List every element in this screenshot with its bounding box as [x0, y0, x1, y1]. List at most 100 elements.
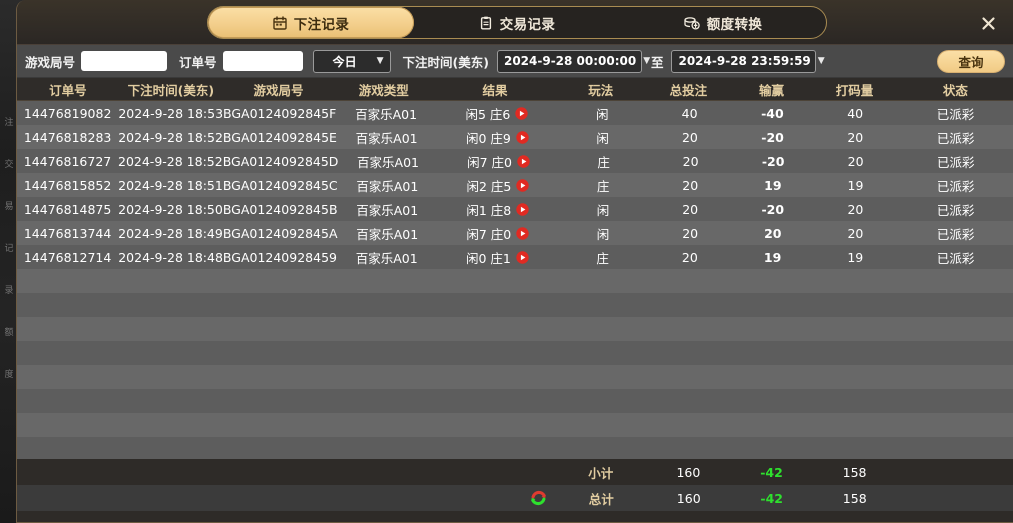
cell-total-bet: 20 — [682, 225, 699, 241]
cell-round-no: BGA0124092845E — [222, 129, 337, 145]
subtotal-turnover: 158 — [842, 464, 867, 480]
table-row[interactable]: 14476816727 2024-9-28 18:52 BGA0124092845D… — [17, 149, 1013, 173]
cell-bet-time: 2024-9-28 18:48 — [118, 249, 223, 265]
refresh-icon[interactable] — [433, 490, 556, 506]
cell-order-no: 14476812714 — [23, 249, 112, 265]
table-header: 订单号 下注时间(美东) 游戏局号 游戏类型 结果 玩法 总投注 输赢 打码量 状态 — [17, 78, 1013, 101]
column-header-7: 总投注 — [669, 82, 708, 98]
cell-status: 已派彩 — [936, 250, 975, 266]
cell-game-type: 百家乐A01 — [355, 250, 418, 266]
cell-turnover: 19 — [847, 177, 864, 193]
cell-game-type: 百家乐A01 — [355, 106, 418, 122]
table-row[interactable]: 14476819082 2024-9-28 18:53 BGA0124092845F… — [17, 101, 1013, 125]
cell-turnover: 20 — [847, 129, 864, 145]
table-row[interactable]: 14476813744 2024-9-28 18:49 BGA0124092845A… — [17, 221, 1013, 245]
table-row[interactable]: 14476812714 2024-9-28 18:48 BGA01240928459… — [17, 245, 1013, 269]
cell-win-loss: -20 — [761, 153, 785, 169]
date-to-select[interactable]: 2024-9-28 23:59:59 ▼ — [671, 49, 825, 73]
period-select[interactable]: 今日 ▼ — [312, 49, 391, 73]
cell-win-loss: 20 — [764, 225, 782, 241]
play-icon[interactable] — [516, 226, 529, 240]
cell-total-bet: 20 — [682, 153, 699, 169]
column-header-10: 状态 — [942, 82, 968, 98]
cell-bet-time: 2024-9-28 18:52 — [118, 153, 223, 169]
order-no-input[interactable] — [222, 51, 303, 71]
table-body: 14476819082 2024-9-28 18:53 BGA0124092845F… — [17, 101, 1013, 459]
cell-turnover: 40 — [847, 105, 864, 121]
cell-bet-time: 2024-9-28 18:52 — [118, 129, 223, 145]
cell-total-bet: 20 — [682, 177, 699, 193]
table-row-empty — [17, 389, 1013, 413]
chevron-down-icon: ▼ — [376, 56, 384, 66]
total-turnover: 158 — [842, 490, 867, 506]
cell-turnover: 20 — [847, 153, 864, 169]
cell-result: 闲7 庄0 — [438, 152, 560, 171]
cell-order-no: 14476818283 — [23, 129, 112, 145]
date-from-select[interactable]: 2024-9-28 00:00:00 ▼ — [496, 49, 650, 73]
table-row[interactable]: 14476815852 2024-9-28 18:51 BGA0124092845C… — [17, 173, 1013, 197]
play-icon[interactable] — [516, 130, 529, 144]
filter-bar: 游戏局号 订单号 今日 ▼ 下注时间(美东) 2024-9-28 00:00:0… — [17, 45, 1013, 78]
cell-result: 闲2 庄5 — [437, 176, 559, 195]
table-row[interactable]: 14476814875 2024-9-28 18:50 BGA0124092845B… — [17, 197, 1013, 221]
cell-win-loss: -20 — [761, 129, 784, 145]
cell-status: 已派彩 — [936, 106, 975, 122]
cell-round-no: BGA0124092845C — [222, 177, 338, 193]
tab-1[interactable]: 下注记录 — [208, 7, 414, 38]
game-round-input[interactable] — [81, 51, 168, 71]
cell-round-no: BGA0124092845B — [222, 201, 338, 217]
cell-game-type: 百家乐A01 — [355, 130, 418, 146]
cell-result: 闲1 庄8 — [437, 200, 559, 219]
cell-order-no: 14476816727 — [23, 153, 112, 169]
column-header-3: 游戏局号 — [253, 82, 304, 98]
cell-game-type: 百家乐A01 — [356, 226, 419, 242]
query-button[interactable]: 查询 — [937, 50, 1005, 73]
play-icon[interactable] — [516, 178, 530, 192]
game-round-label: 游戏局号 — [25, 54, 76, 70]
play-icon[interactable] — [516, 250, 529, 264]
date-to-value: 2024-9-28 23:59:59 — [678, 54, 811, 68]
range-separator: 至 — [650, 54, 664, 70]
tab-3[interactable]: 额度转换 — [620, 7, 826, 38]
table-row-empty — [17, 341, 1013, 365]
play-icon[interactable] — [517, 154, 530, 168]
table-row-empty — [17, 269, 1013, 293]
cell-status: 已派彩 — [936, 154, 975, 170]
cell-play: 庄 — [596, 178, 610, 194]
background-glyph: 注 — [4, 118, 14, 128]
cell-play: 闲 — [596, 226, 610, 242]
cell-total-bet: 20 — [682, 201, 699, 217]
cell-turnover: 20 — [847, 201, 864, 217]
cell-result: 闲5 庄6 — [436, 104, 558, 123]
bet-history-modal: 下注记录 交易记录 额度转换 游戏局号 订单号 今日 ▼ 下注时间(美东) 2024… — [16, 0, 1013, 523]
cell-result: 闲0 庄9 — [436, 128, 558, 147]
chevron-down-icon: ▼ — [817, 56, 825, 66]
cell-game-type: 百家乐A01 — [356, 178, 419, 194]
tab-label: 额度转换 — [706, 16, 763, 33]
play-icon[interactable] — [515, 106, 529, 120]
clipboard-icon — [479, 16, 493, 30]
tab-label: 交易记录 — [499, 16, 556, 33]
cell-win-loss: 19 — [764, 177, 782, 193]
cell-round-no: BGA0124092845A — [222, 225, 338, 241]
tab-label: 下注记录 — [293, 16, 350, 33]
background-glyph: 额 — [4, 328, 14, 338]
cell-status: 已派彩 — [936, 202, 975, 218]
coin-transfer-icon — [684, 16, 700, 30]
tab-2[interactable]: 交易记录 — [414, 7, 620, 38]
close-icon[interactable] — [977, 12, 999, 34]
period-select-value: 今日 — [332, 54, 357, 69]
calendar-icon — [272, 15, 287, 30]
table-row[interactable]: 14476818283 2024-9-28 18:52 BGA0124092845E… — [17, 125, 1013, 149]
background-glyph: 交 — [4, 160, 14, 170]
cell-play: 闲 — [596, 202, 610, 218]
result-score: 闲7 庄0 — [467, 154, 512, 170]
total-total-bet: 160 — [676, 490, 701, 506]
order-no-label: 订单号 — [179, 54, 217, 70]
subtotal-win-loss: -42 — [760, 464, 783, 480]
play-icon[interactable] — [516, 202, 529, 216]
date-from-value: 2024-9-28 00:00:00 — [503, 54, 637, 68]
chevron-down-icon: ▼ — [643, 56, 651, 66]
column-header-4: 游戏类型 — [358, 82, 409, 98]
